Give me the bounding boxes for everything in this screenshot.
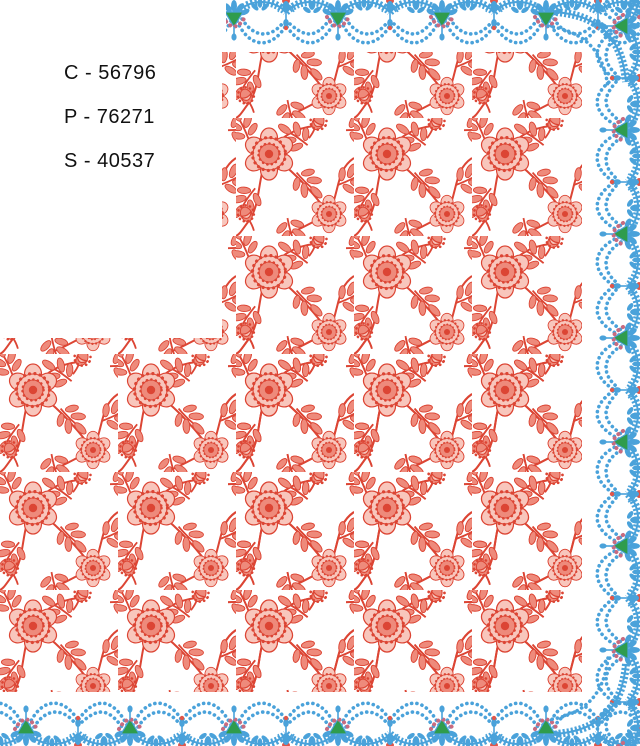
corner-ornament-bottom-right — [546, 656, 630, 738]
stat-colors: C - 56796 — [64, 62, 157, 84]
floral-fill-region — [0, 52, 582, 692]
stat-stitches: S - 40537 — [64, 150, 156, 172]
top-lace-border — [226, 0, 640, 58]
design-stats: C - 56796 P - 76271 S - 40537 — [64, 56, 156, 188]
corner-ornament-top-right — [546, 8, 630, 90]
stat-points: P - 76271 — [64, 106, 155, 128]
right-lace-border — [582, 0, 640, 746]
bottom-lace-border — [0, 688, 640, 746]
